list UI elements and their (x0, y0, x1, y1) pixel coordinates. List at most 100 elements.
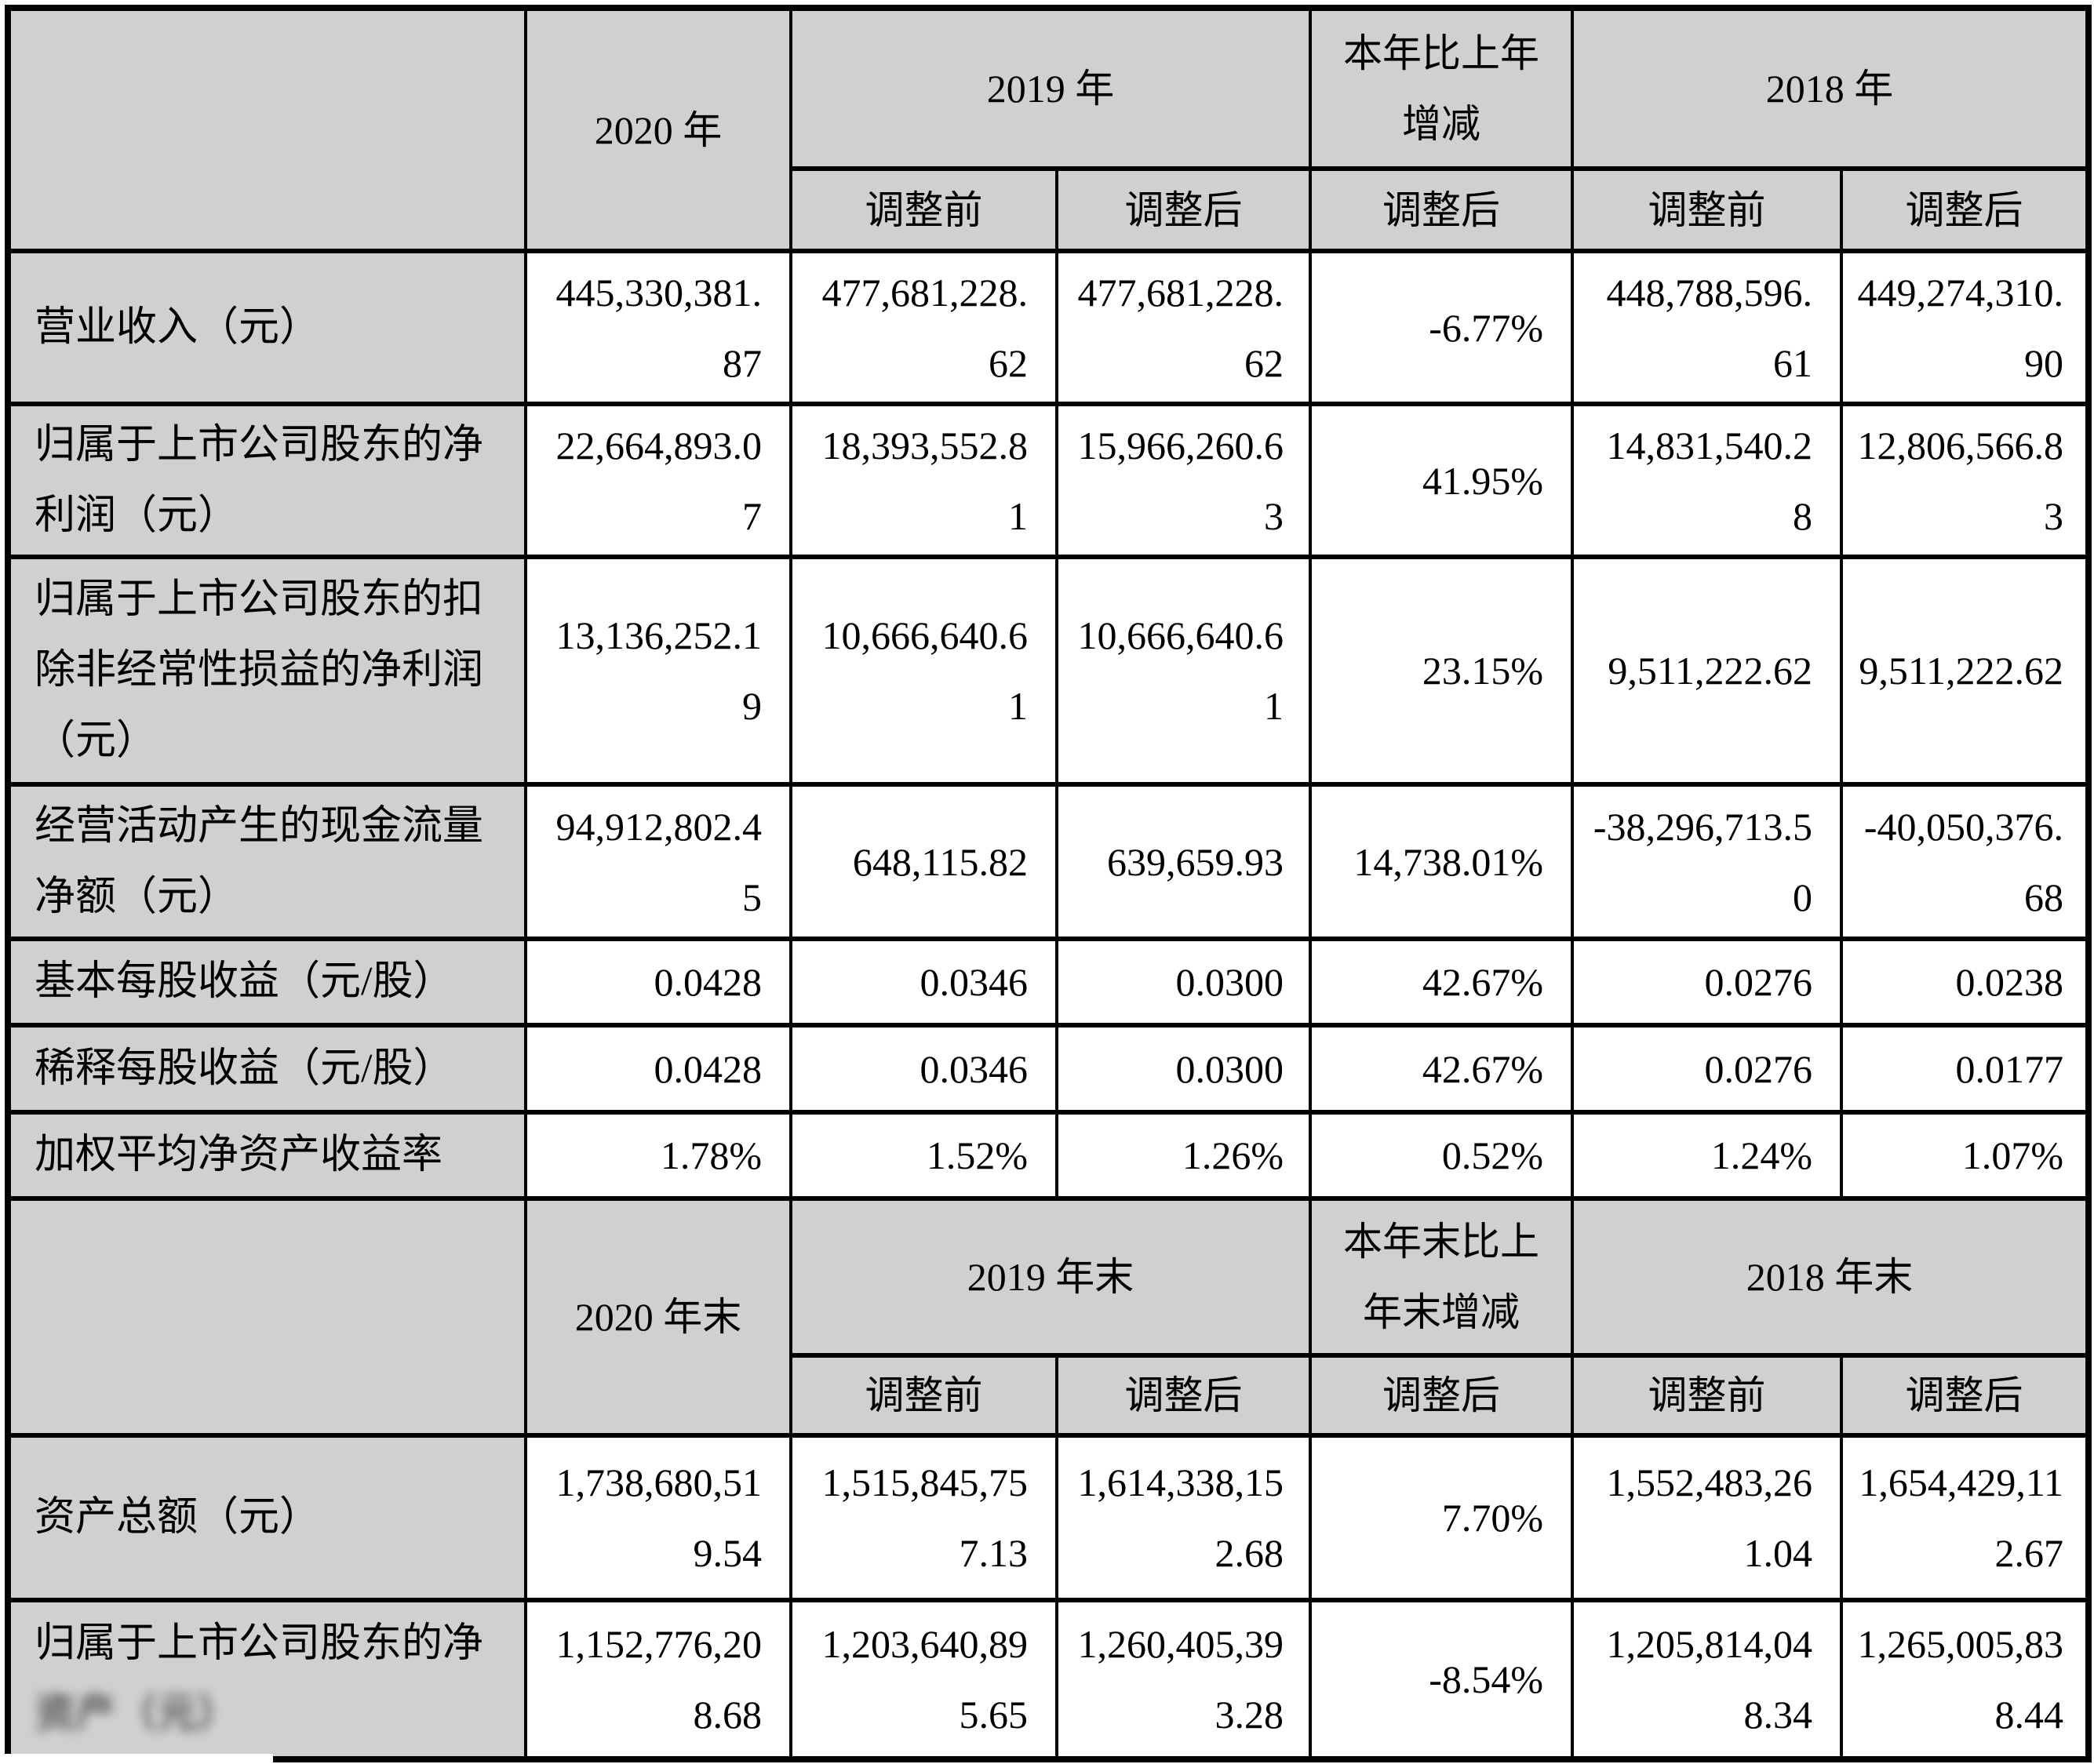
cell-value: 0.0346 (789, 1023, 1058, 1115)
cell-value: 1,614,338,152.68 (1055, 1433, 1312, 1602)
row-label: 归属于上市公司股东的净利润（元） (6, 402, 527, 559)
table-row-revenue: 营业收入（元） 445,330,381.87 477,681,228.62 47… (6, 249, 2090, 406)
header-2018-end: 2018 年末 (1571, 1196, 2090, 1358)
row-label: 加权平均净资产收益率 (6, 1110, 527, 1201)
cell-value: 10,666,640.61 (789, 555, 1058, 787)
subheader-2019-post: 调整后 (1055, 166, 1312, 253)
section1-subheader-row: 调整前 调整后 调整后 调整前 调整后 (8, 166, 2090, 253)
cell-value: 0.0346 (789, 937, 1058, 1027)
cell-value: 22,664,893.07 (524, 402, 792, 559)
cell-value: 1.52% (789, 1110, 1058, 1201)
key-accounting-data-table: 2020 年 2019 年 本年比上年增减 2018 年 调整前 调整后 调整后… (5, 5, 2092, 1762)
header-2019: 2019 年 (789, 5, 1312, 171)
row-label: 稀释每股收益（元/股） (6, 1023, 527, 1115)
table-row-total-assets: 资产总额（元） 1,738,680,519.54 1,515,845,757.1… (6, 1433, 2090, 1602)
row-label-partially-blurred: 归属于上市公司股东的净资产（元） (6, 1598, 527, 1762)
cell-value: 1,738,680,519.54 (524, 1433, 792, 1602)
cell-value: 7.70% (1309, 1433, 1574, 1602)
cell-value: 0.0428 (524, 1023, 792, 1115)
header-yoy-change: 本年比上年增减 (1309, 5, 1574, 171)
header-2020-end: 2020 年末 (524, 1196, 792, 1438)
cell-value: 1.07% (1840, 1110, 2090, 1201)
cell-value: 10,666,640.61 (1055, 555, 1312, 787)
row-label: 营业收入（元） (6, 249, 527, 406)
row-label-line1: 归属于上市公司股东的净 (35, 1621, 484, 1666)
cell-value: 1,552,483,261.04 (1571, 1433, 1843, 1602)
cell-value: 0.0276 (1571, 1023, 1843, 1115)
header-yearend-change: 本年末比上年末增减 (1309, 1196, 1574, 1358)
subheader-change-post: 调整后 (1309, 166, 1574, 253)
table-row-net-profit: 归属于上市公司股东的净利润（元） 22,664,893.07 18,393,55… (6, 402, 2090, 559)
cell-value: 12,806,566.83 (1840, 402, 2090, 559)
table-row-basic-eps: 基本每股收益（元/股） 0.0428 0.0346 0.0300 42.67% … (6, 937, 2090, 1027)
cell-value: 1,260,405,393.28 (1055, 1598, 1312, 1762)
corner-empty-cell (6, 1196, 527, 1438)
cell-value: 0.0177 (1840, 1023, 2090, 1115)
cell-value: 449,274,310.90 (1840, 249, 2090, 406)
cell-value: 0.0300 (1055, 1023, 1312, 1115)
cell-value: 0.0238 (1840, 937, 2090, 1027)
cell-value: 1,205,814,048.34 (1571, 1598, 1843, 1762)
row-label: 经营活动产生的现金流量净额（元） (6, 782, 527, 941)
cell-value: 1,203,640,895.65 (789, 1598, 1058, 1762)
cell-value: 1,152,776,208.68 (524, 1598, 792, 1762)
cell-value: 477,681,228.62 (789, 249, 1058, 406)
cell-value: 445,330,381.87 (524, 249, 792, 406)
cell-value: 1.24% (1571, 1110, 1843, 1201)
cell-value: -6.77% (1309, 249, 1574, 406)
table-row-operating-cash-flow: 经营活动产生的现金流量净额（元） 94,912,802.45 648,115.8… (6, 782, 2090, 941)
table-row-diluted-eps: 稀释每股收益（元/股） 0.0428 0.0346 0.0300 42.67% … (6, 1023, 2090, 1115)
cell-value: 0.0300 (1055, 937, 1312, 1027)
row-label: 基本每股收益（元/股） (6, 937, 527, 1027)
cell-value: 0.0276 (1571, 937, 1843, 1027)
table-row-net-profit-excl-nonrecurring: 归属于上市公司股东的扣除非经常性损益的净利润（元） 13,136,252.19 … (6, 555, 2090, 787)
cell-value: 41.95% (1309, 402, 1574, 559)
cell-value: 0.0428 (524, 937, 792, 1027)
cell-value: 9,511,222.62 (1571, 555, 1843, 787)
cell-value: 1.26% (1055, 1110, 1312, 1201)
subheader-2018-post: 调整后 (1840, 166, 2090, 253)
cell-value: -8.54% (1309, 1598, 1574, 1762)
cell-value: 42.67% (1309, 937, 1574, 1027)
row-label-line2-blurred: 资产（元） (35, 1692, 239, 1737)
table-row-weighted-avg-roe: 加权平均净资产收益率 1.78% 1.52% 1.26% 0.52% 1.24%… (6, 1110, 2090, 1201)
cell-value: 648,115.82 (789, 782, 1058, 941)
cell-value: 1,265,005,838.44 (1840, 1598, 2090, 1762)
cell-value: 448,788,596.61 (1571, 249, 1843, 406)
cell-value: 13,136,252.19 (524, 555, 792, 787)
cell-value: 1,654,429,112.67 (1840, 1433, 2090, 1602)
header-2019-end: 2019 年末 (789, 1196, 1312, 1358)
section2-subheader-row: 调整前 调整后 调整后 调整前 调整后 (8, 1353, 2090, 1438)
cell-value: 14,831,540.28 (1571, 402, 1843, 559)
header-2018: 2018 年 (1571, 5, 2090, 171)
cell-value: 23.15% (1309, 555, 1574, 787)
header-2020: 2020 年 (524, 5, 792, 253)
cell-value: 1.78% (524, 1110, 792, 1201)
subheader-2018-pre: 调整前 (1571, 166, 1843, 253)
financial-report-page: 2020 年 2019 年 本年比上年增减 2018 年 调整前 调整后 调整后… (0, 5, 2094, 1764)
cell-value: 639,659.93 (1055, 782, 1312, 941)
cell-value: 477,681,228.62 (1055, 249, 1312, 406)
subheader-2018end-pre: 调整前 (1571, 1353, 1843, 1438)
subheader-2019end-post: 调整后 (1055, 1353, 1312, 1438)
section2-year-header-row: 2020 年末 2019 年末 本年末比上年末增减 2018 年末 (6, 1196, 2090, 1438)
subheader-2018end-post: 调整后 (1840, 1353, 2090, 1438)
cell-value: 14,738.01% (1309, 782, 1574, 941)
cell-value: 18,393,552.81 (789, 402, 1058, 559)
cell-value: -38,296,713.50 (1571, 782, 1843, 941)
cell-value: 15,966,260.63 (1055, 402, 1312, 559)
cell-value: 94,912,802.45 (524, 782, 792, 941)
subheader-2019end-pre: 调整前 (789, 1353, 1058, 1438)
cell-value: 9,511,222.62 (1840, 555, 2090, 787)
cell-value: -40,050,376.68 (1840, 782, 2090, 941)
row-label: 归属于上市公司股东的扣除非经常性损益的净利润（元） (6, 555, 527, 787)
subheader-2019-pre: 调整前 (789, 166, 1058, 253)
cell-value: 0.52% (1309, 1110, 1574, 1201)
row-label: 资产总额（元） (6, 1433, 527, 1602)
section1-year-header-row: 2020 年 2019 年 本年比上年增减 2018 年 (6, 5, 2090, 253)
corner-empty-cell (6, 5, 527, 253)
cell-value: 1,515,845,757.13 (789, 1433, 1058, 1602)
subheader-change-post: 调整后 (1309, 1353, 1574, 1438)
cell-value: 42.67% (1309, 1023, 1574, 1115)
table-row-net-assets: 归属于上市公司股东的净资产（元） 1,152,776,208.68 1,203,… (6, 1598, 2090, 1762)
